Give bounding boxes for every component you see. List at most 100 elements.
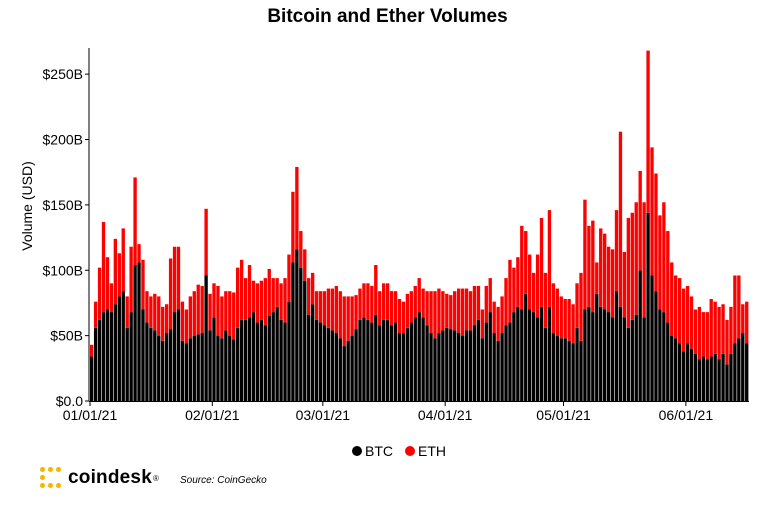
bar-btc xyxy=(456,333,461,401)
bar-btc xyxy=(157,335,161,401)
bar-eth xyxy=(358,288,362,320)
bar-btc xyxy=(425,325,429,401)
bar-eth xyxy=(342,296,346,347)
bar-btc xyxy=(528,309,532,401)
bar-eth xyxy=(374,265,378,315)
bar-eth xyxy=(693,309,698,354)
bar-eth xyxy=(468,291,473,331)
bar-eth xyxy=(405,293,410,328)
bar-eth xyxy=(350,296,354,336)
bar-eth xyxy=(125,296,129,328)
bar-eth xyxy=(303,249,307,281)
bar-eth xyxy=(295,166,299,250)
bar-eth xyxy=(725,319,729,365)
bar-btc xyxy=(117,296,121,401)
bar-btc xyxy=(642,317,646,401)
bar-eth xyxy=(338,291,342,339)
bar-btc xyxy=(354,329,358,401)
bar-btc xyxy=(476,319,481,401)
bar-eth xyxy=(555,288,559,336)
bar-btc xyxy=(196,334,200,401)
bar-btc xyxy=(267,316,271,401)
bar-btc xyxy=(330,330,335,401)
x-tick-label: 03/01/21 xyxy=(296,407,351,423)
bar-btc xyxy=(208,330,212,401)
legend-swatch-eth xyxy=(405,446,415,456)
bar-btc xyxy=(516,306,520,401)
x-tick-label: 01/01/21 xyxy=(63,407,118,423)
bar-btc xyxy=(275,306,279,401)
bar-btc xyxy=(721,353,725,401)
bar-eth xyxy=(133,177,137,266)
bar-btc xyxy=(745,343,749,401)
bar-eth xyxy=(626,217,631,328)
bar-btc xyxy=(97,319,102,401)
bar-eth xyxy=(247,265,252,318)
bar-eth xyxy=(449,295,453,330)
bar-btc xyxy=(291,262,295,401)
bar-eth xyxy=(524,231,528,294)
bar-btc xyxy=(646,212,650,401)
bar-btc xyxy=(599,306,603,401)
bar-eth xyxy=(591,220,595,313)
bar-btc xyxy=(338,338,342,401)
bar-eth xyxy=(326,288,331,328)
x-tick-label: 04/01/21 xyxy=(418,407,473,423)
bar-eth xyxy=(153,293,157,331)
bar-eth xyxy=(283,278,287,323)
bar-btc xyxy=(184,343,189,401)
bar-eth xyxy=(567,299,571,341)
bar-eth xyxy=(445,293,449,328)
bar-eth xyxy=(460,288,465,336)
bar-btc xyxy=(109,312,114,401)
bar-eth xyxy=(729,306,733,354)
bar-eth xyxy=(137,244,141,263)
bar-eth xyxy=(200,285,204,334)
bar-eth xyxy=(389,291,394,326)
bar-btc xyxy=(725,364,729,401)
legend-label-btc: BTC xyxy=(365,443,393,459)
bar-eth xyxy=(701,312,705,357)
bar-btc xyxy=(417,312,421,401)
bar-btc xyxy=(713,353,717,401)
bar-btc xyxy=(303,280,307,401)
bar-eth xyxy=(492,301,496,334)
bar-eth xyxy=(670,262,674,336)
bar-btc xyxy=(547,306,552,401)
bar-eth xyxy=(512,267,516,313)
bar-eth xyxy=(149,296,153,328)
bar-eth xyxy=(456,288,461,334)
bar-eth xyxy=(370,285,374,323)
bar-btc xyxy=(709,356,713,401)
bar-btc xyxy=(583,309,587,401)
bar-eth xyxy=(421,288,425,318)
bar-eth xyxy=(595,262,599,294)
bar-btc xyxy=(460,335,465,401)
bar-btc xyxy=(693,353,698,401)
bar-eth xyxy=(196,284,200,335)
bar-eth xyxy=(314,291,319,320)
x-tick-label: 06/01/21 xyxy=(659,407,714,423)
bar-eth xyxy=(425,291,429,326)
bar-eth xyxy=(145,291,149,323)
bar-eth xyxy=(168,258,173,330)
bar-btc xyxy=(587,306,591,401)
bar-eth xyxy=(437,288,441,334)
bar-eth xyxy=(642,202,646,318)
bar-eth xyxy=(464,288,469,331)
y-tick-label: $150B xyxy=(43,197,83,213)
bar-btc xyxy=(271,312,275,401)
chart-title: Bitcoin and Ether Volumes xyxy=(267,6,508,27)
bar-btc xyxy=(192,335,196,401)
bar-btc xyxy=(559,338,563,401)
bar-eth xyxy=(709,299,713,357)
bar-eth xyxy=(129,246,133,313)
bar-btc xyxy=(468,330,473,401)
bar-btc xyxy=(200,333,204,401)
bar-btc xyxy=(295,249,299,401)
bar-eth xyxy=(263,278,267,326)
bar-btc xyxy=(674,338,678,401)
bar-btc xyxy=(161,340,165,401)
bar-btc xyxy=(650,275,654,401)
bar-btc xyxy=(453,330,457,401)
